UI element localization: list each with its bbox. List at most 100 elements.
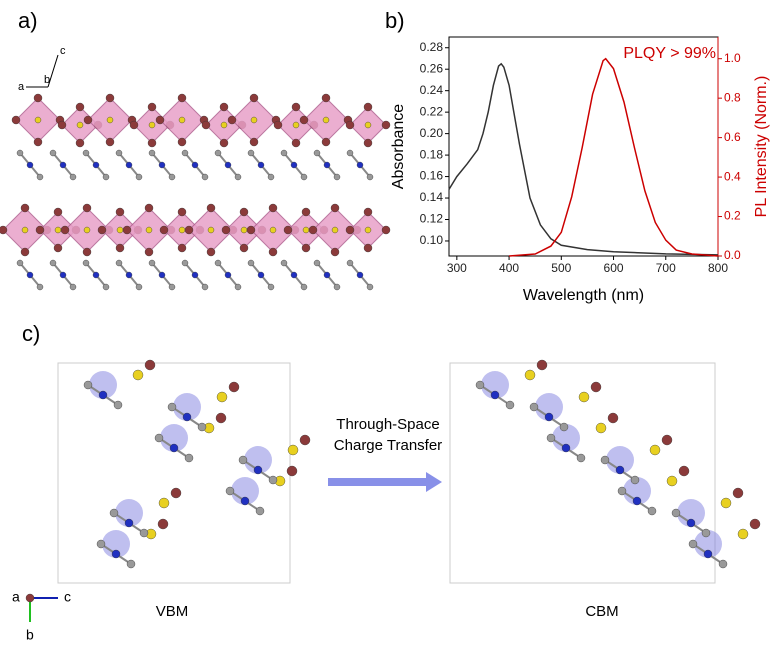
state-label: CBM bbox=[585, 603, 618, 620]
atom bbox=[529, 402, 539, 412]
atom bbox=[661, 434, 673, 446]
atom bbox=[35, 225, 45, 235]
atom bbox=[111, 549, 121, 559]
arrow-body bbox=[328, 478, 428, 486]
y2-tick-label: 0.0 bbox=[724, 248, 741, 262]
axis-letter: b bbox=[44, 74, 50, 86]
y-tick-label: 0.18 bbox=[420, 147, 444, 161]
atom bbox=[381, 225, 391, 235]
x-tick-label: 600 bbox=[604, 261, 624, 275]
atom bbox=[366, 283, 374, 291]
atom bbox=[181, 259, 189, 267]
atom bbox=[647, 506, 657, 516]
orbital bbox=[677, 499, 705, 527]
y2-axis-label: PL Intensity (Norm.) bbox=[753, 76, 770, 218]
atom bbox=[234, 283, 242, 291]
atom bbox=[300, 283, 308, 291]
atom bbox=[287, 444, 299, 456]
orbital bbox=[552, 424, 580, 452]
atom bbox=[83, 380, 93, 390]
atom bbox=[283, 225, 293, 235]
atom bbox=[219, 138, 229, 148]
atom bbox=[75, 102, 85, 112]
atom bbox=[20, 203, 30, 213]
atom bbox=[249, 137, 259, 147]
atom bbox=[561, 443, 571, 453]
atom bbox=[57, 120, 67, 130]
atom bbox=[247, 149, 255, 157]
atom bbox=[191, 271, 199, 279]
atom bbox=[255, 506, 265, 516]
y-tick-label: 0.16 bbox=[420, 169, 444, 183]
atom bbox=[363, 243, 373, 253]
atom bbox=[234, 173, 242, 181]
x-tick-label: 500 bbox=[551, 261, 571, 275]
atom bbox=[59, 271, 67, 279]
y-tick-label: 0.20 bbox=[420, 126, 444, 140]
atom bbox=[649, 444, 661, 456]
atom bbox=[92, 161, 100, 169]
atom bbox=[363, 207, 373, 217]
atom bbox=[49, 149, 57, 157]
atom bbox=[26, 161, 34, 169]
atom bbox=[239, 243, 249, 253]
atom bbox=[214, 149, 222, 157]
atom bbox=[69, 283, 77, 291]
atom bbox=[139, 528, 149, 538]
atom bbox=[59, 161, 67, 169]
atom bbox=[364, 121, 372, 129]
atom bbox=[170, 487, 182, 499]
atom bbox=[206, 203, 216, 213]
atom bbox=[26, 271, 34, 279]
atom bbox=[286, 465, 298, 477]
atom bbox=[178, 226, 186, 234]
atom bbox=[686, 518, 696, 528]
orbital bbox=[160, 424, 188, 452]
atom bbox=[678, 465, 690, 477]
atom bbox=[227, 115, 237, 125]
atom bbox=[167, 402, 177, 412]
structure-drawings bbox=[0, 54, 761, 622]
atom bbox=[168, 173, 176, 181]
state-label: VBM bbox=[156, 603, 189, 620]
atom bbox=[749, 518, 761, 530]
arrow-head bbox=[426, 472, 442, 492]
atom bbox=[280, 149, 288, 157]
atom bbox=[83, 226, 91, 234]
atom bbox=[720, 497, 732, 509]
atom bbox=[300, 173, 308, 181]
atom bbox=[290, 161, 298, 169]
atom bbox=[82, 247, 92, 257]
atom bbox=[148, 121, 156, 129]
atom bbox=[330, 203, 340, 213]
atom bbox=[83, 115, 93, 125]
atom bbox=[201, 173, 209, 181]
atom bbox=[280, 259, 288, 267]
atom bbox=[96, 539, 106, 549]
atom bbox=[323, 161, 331, 169]
atom bbox=[246, 225, 256, 235]
atom bbox=[126, 559, 136, 569]
atom bbox=[155, 115, 165, 125]
atom bbox=[257, 161, 265, 169]
atom bbox=[33, 137, 43, 147]
y-tick-label: 0.12 bbox=[420, 212, 444, 226]
axis-letter: b bbox=[26, 627, 34, 643]
atom bbox=[115, 259, 123, 267]
atom bbox=[302, 226, 310, 234]
atom bbox=[34, 116, 42, 124]
atom bbox=[177, 207, 187, 217]
y-tick-label: 0.10 bbox=[420, 233, 444, 247]
atom bbox=[308, 225, 318, 235]
atom bbox=[125, 161, 133, 169]
plot-frame bbox=[448, 36, 719, 257]
atom bbox=[546, 433, 556, 443]
atom bbox=[144, 203, 154, 213]
atom bbox=[82, 203, 92, 213]
atom bbox=[181, 149, 189, 157]
atom bbox=[671, 508, 681, 518]
atom bbox=[333, 283, 341, 291]
atom bbox=[60, 225, 70, 235]
atom bbox=[490, 390, 500, 400]
